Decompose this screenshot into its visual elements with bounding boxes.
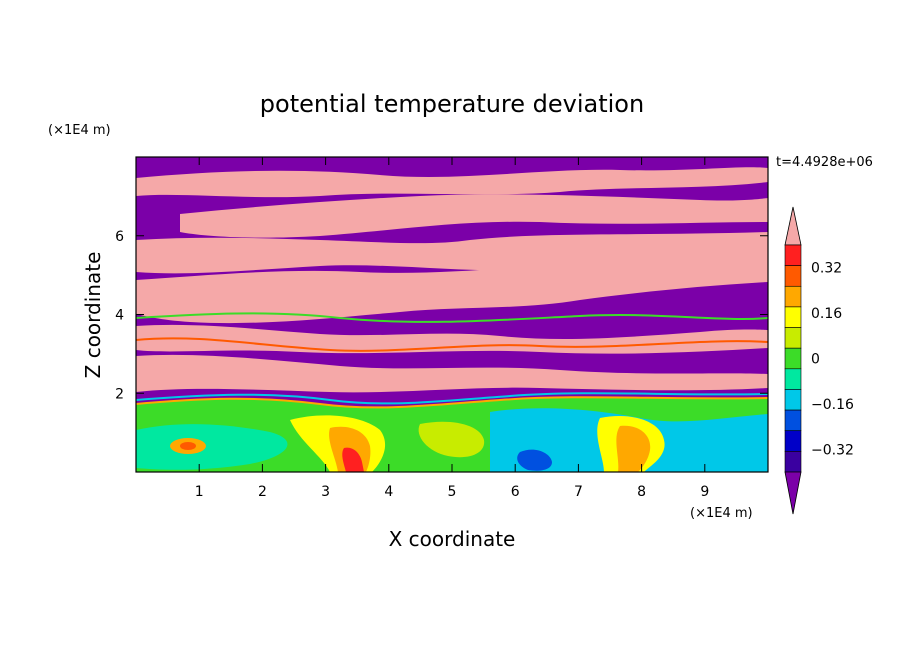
time-label: t=4.4928e+06 xyxy=(776,155,873,170)
y-tick-label: 2 xyxy=(115,386,124,402)
colorbar-box xyxy=(784,265,802,287)
y-tick-label: 6 xyxy=(115,229,124,245)
x-tick-label: 8 xyxy=(637,484,646,500)
x-tick-label: 9 xyxy=(700,484,709,500)
colorbar-box xyxy=(784,347,802,370)
x-tick-label: 2 xyxy=(258,484,267,500)
x-tick-label: 6 xyxy=(511,484,520,500)
blue-patch xyxy=(517,449,552,471)
colorbar-tick-label: 0.16 xyxy=(811,306,842,322)
x-tick-label: 4 xyxy=(384,484,393,500)
chart-title: potential temperature deviation xyxy=(260,90,644,118)
pink-layer-top xyxy=(136,167,768,198)
y-axis-title: Z coordinate xyxy=(81,252,105,379)
yellow-patch-3 xyxy=(418,421,485,458)
red-plume-1 xyxy=(342,447,364,472)
contour-field xyxy=(136,157,768,472)
x-axis-title: X coordinate xyxy=(389,527,516,551)
colorbar-tick-label: 0 xyxy=(811,352,820,368)
colorbar-box xyxy=(784,409,802,432)
y-unit-label: (×1E4 m) xyxy=(48,123,111,138)
x-unit-label: (×1E4 m) xyxy=(690,506,753,521)
x-tick-label: 1 xyxy=(195,484,204,500)
transition-band-3 xyxy=(136,337,768,352)
pink-layer-2 xyxy=(180,194,768,238)
x-axis: 1 2 3 4 5 6 7 8 9 xyxy=(195,157,709,500)
colorbar-box xyxy=(784,285,802,308)
colorbar-tick-label: −0.16 xyxy=(811,397,854,413)
colorbar-box xyxy=(784,306,802,328)
colorbar-box xyxy=(784,389,802,411)
colorbar-box xyxy=(784,327,802,349)
x-tick-label: 7 xyxy=(574,484,583,500)
y-axis: 2 4 6 xyxy=(115,229,768,402)
colorbar-box xyxy=(784,430,802,452)
pink-layer-6 xyxy=(136,354,768,393)
colorbar: 0.32 0.16 0 −0.16 −0.32 xyxy=(784,206,854,515)
transition-band-4 xyxy=(136,312,768,323)
colorbar-box xyxy=(784,368,802,390)
x-tick-label: 3 xyxy=(321,484,330,500)
colorbar-max-triangle xyxy=(784,206,802,246)
red-blob xyxy=(180,442,196,450)
colorbar-tick-label: 0.32 xyxy=(811,261,842,277)
pink-layer-4 xyxy=(136,260,768,324)
colorbar-box xyxy=(784,451,802,473)
y-tick-label: 4 xyxy=(115,308,124,324)
teal-region xyxy=(136,424,288,470)
orange-plume-2 xyxy=(616,425,651,472)
colorbar-tick-label: −0.32 xyxy=(811,442,854,458)
transition-band-1 xyxy=(136,396,768,409)
x-tick-label: 5 xyxy=(448,484,457,500)
transition-band-2 xyxy=(136,392,768,405)
colorbar-min-triangle xyxy=(784,471,802,515)
colorbar-box xyxy=(784,244,802,266)
